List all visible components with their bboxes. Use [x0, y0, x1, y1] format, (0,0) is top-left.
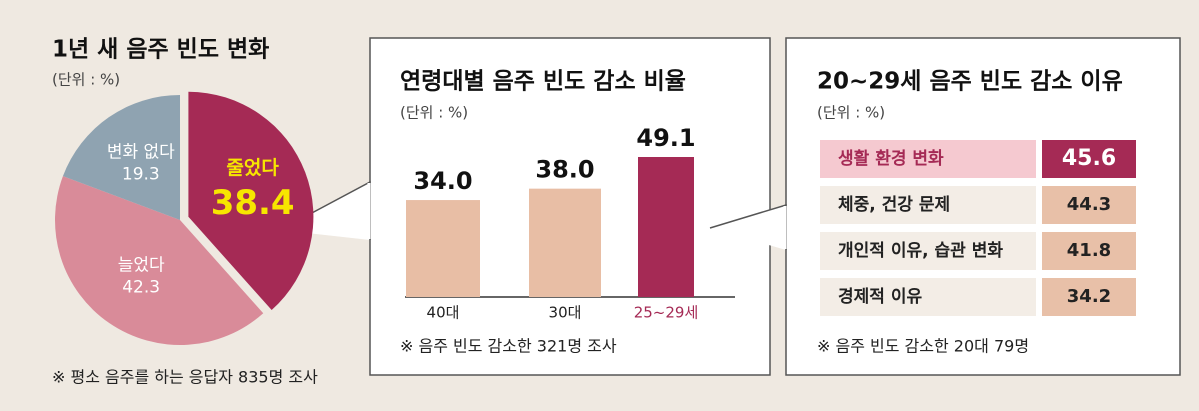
pie-slice: [54, 176, 264, 346]
row-label-box: [820, 186, 1036, 224]
value-label: 34.0: [413, 167, 472, 195]
subtitle: (단위 : %): [400, 104, 468, 122]
value-label: 34.2: [1067, 286, 1111, 307]
value-box: [1042, 186, 1136, 224]
value-label: 49.1: [636, 124, 695, 152]
value-box: [1042, 140, 1136, 178]
note: ※ 음주 빈도 감소한 321명 조사: [400, 337, 617, 356]
x-tick-label: 30대: [549, 304, 582, 322]
value-label: 41.8: [1067, 240, 1111, 261]
slice-value: 19.3: [122, 165, 160, 185]
pie-slice: [188, 91, 314, 311]
slice-value: 42.3: [122, 278, 160, 298]
x-tick-label: 25~29세: [634, 304, 699, 322]
subtitle: (단위 : %): [52, 71, 120, 89]
pie-slice: [62, 95, 181, 220]
bar: [406, 200, 480, 297]
note: ※ 평소 음주를 하는 응답자 835명 조사: [52, 368, 318, 387]
value-label: 44.3: [1067, 194, 1111, 215]
row-label: 생활 환경 변화: [838, 148, 944, 169]
chart-title: 연령대별 음주 빈도 감소 비율: [400, 69, 686, 95]
subtitle: (단위 : %): [817, 104, 885, 122]
x-tick-label: 40대: [427, 304, 460, 322]
row-label-box: [820, 278, 1036, 316]
row-label: 개인적 이유, 습관 변화: [838, 241, 1003, 261]
slice-value: 38.4: [211, 183, 295, 223]
bar: [638, 157, 694, 297]
slice-label: 줄었다: [226, 157, 279, 179]
slice-label: 변화 없다: [107, 143, 175, 163]
value-label: 45.6: [1062, 146, 1116, 171]
value-label: 38.0: [535, 156, 594, 184]
row-label-box: [820, 232, 1036, 270]
row-label: 체중, 건강 문제: [838, 195, 950, 215]
value-box: [1042, 232, 1136, 270]
note: ※ 음주 빈도 감소한 20대 79명: [817, 337, 1029, 356]
value-box: [1042, 278, 1136, 316]
bar: [529, 188, 601, 297]
row-label-box: [820, 140, 1036, 178]
chart-title: 1년 새 음주 빈도 변화: [52, 37, 269, 63]
chart-title: 20~29세 음주 빈도 감소 이유: [817, 69, 1123, 95]
row-label: 경제적 이유: [838, 287, 922, 307]
slice-label: 늘었다: [118, 256, 165, 276]
